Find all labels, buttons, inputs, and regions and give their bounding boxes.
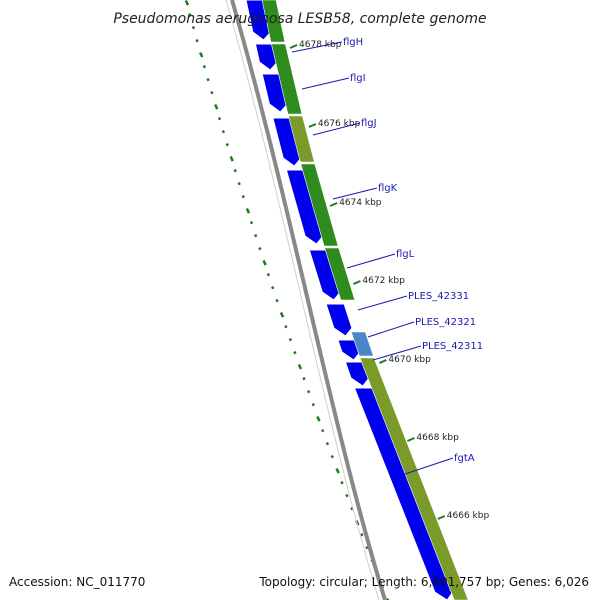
accession-text: Accession: NC_011770 <box>9 575 145 589</box>
gc-dot <box>225 143 229 147</box>
gc-dot <box>360 532 364 537</box>
gc-dot <box>188 12 192 17</box>
gc-dot <box>279 312 285 318</box>
gene-segment <box>359 357 469 600</box>
gene-segment <box>288 115 315 163</box>
gene-label-group: flgH flgI flgJ flgK flgL PLES_42331 PLES_42321… <box>291 37 483 475</box>
gc-dot <box>311 403 315 407</box>
gc-dot <box>229 156 234 162</box>
gc-dot <box>345 494 349 498</box>
gene-leader-line <box>372 345 422 361</box>
gc-dot <box>245 208 251 214</box>
gc-dot <box>262 260 267 266</box>
tick-mark <box>329 202 338 207</box>
gc-dot <box>233 169 237 173</box>
gene-leader-line <box>404 457 454 475</box>
gc-dot <box>325 442 330 446</box>
gc-dot <box>316 416 321 422</box>
cds-arrow <box>344 361 370 387</box>
gc-dot <box>199 52 204 58</box>
map-title: Pseudomonas aeruginosa LESB58, complete … <box>113 11 486 27</box>
cds-arrow <box>308 249 341 301</box>
gene-label: PLES_42311 <box>422 341 483 352</box>
gene-segment <box>300 163 339 247</box>
gene-segment <box>261 0 286 43</box>
backbone-line-inner <box>225 0 380 600</box>
tick-label: 4670 kbp <box>388 355 431 365</box>
gene-label: flgH <box>343 37 363 48</box>
gc-dot <box>321 428 325 433</box>
cds-track <box>245 0 454 600</box>
gc-dot <box>221 130 226 134</box>
gc-dot <box>271 286 275 290</box>
gc-dot <box>293 351 297 355</box>
tick-mark <box>308 123 317 128</box>
gene-segment <box>350 331 374 357</box>
gene-leader-line <box>357 295 408 311</box>
tick-label: 4668 kbp <box>416 433 459 443</box>
gc-dot <box>202 65 207 69</box>
gc-dot <box>184 0 190 6</box>
gene-label: flgL <box>396 249 415 260</box>
gene-leader-line <box>312 122 361 136</box>
gene-leader-line <box>367 321 415 338</box>
gc-dot <box>302 377 306 381</box>
gc-dot <box>306 390 311 394</box>
gene-label: PLES_42321 <box>415 317 476 328</box>
gene-label: flgI <box>350 73 366 84</box>
gc-dot <box>297 364 303 370</box>
gene-segment <box>324 247 356 301</box>
gene-leader-line <box>301 77 350 90</box>
cds-arrow <box>325 303 353 337</box>
gene-leader-line <box>332 187 378 200</box>
gene-leader-line <box>291 41 343 53</box>
tick-label: 4666 kbp <box>447 511 490 521</box>
gc-dot <box>275 299 279 303</box>
tick-label: 4674 kbp <box>339 198 382 208</box>
tick-mark <box>437 515 446 520</box>
gene-label: PLES_42331 <box>408 291 469 302</box>
gc-dot <box>214 103 219 110</box>
gc-dot <box>330 454 334 459</box>
gene-leader-line <box>346 253 396 269</box>
gc-dot <box>335 468 340 474</box>
cds-arrow <box>272 117 302 167</box>
gene-segment <box>271 43 303 115</box>
gc-dot <box>206 78 210 82</box>
gene-track <box>261 0 469 600</box>
gc-dot <box>241 195 245 199</box>
gc-dot <box>195 39 199 43</box>
tick-label: 4676 kbp <box>318 119 361 129</box>
gc-dot <box>258 247 262 251</box>
cds-arrow <box>254 43 278 71</box>
cds-arrow <box>285 169 324 245</box>
gc-dot <box>288 338 293 342</box>
gc-dot <box>210 90 214 95</box>
gc-dot <box>191 25 196 30</box>
gc-dot <box>217 116 222 121</box>
genome-summary-text: Topology: circular; Length: 6,601,757 bp… <box>258 575 589 589</box>
gc-dot <box>340 481 344 485</box>
cds-arrow <box>337 339 361 361</box>
gc-dot <box>237 182 241 186</box>
gc-dot <box>254 234 258 238</box>
tick-mark <box>379 359 387 364</box>
gc-dot <box>284 325 288 329</box>
tick-group: 4678 kbp 4676 kbp 4674 kbp 4672 kbp 4670 kbp… <box>289 40 490 521</box>
tick-mark <box>289 44 298 49</box>
tick-label: 4678 kbp <box>299 40 342 50</box>
gene-label: flgK <box>378 183 398 194</box>
backbone-line <box>230 0 387 600</box>
tick-mark <box>353 280 361 285</box>
cds-arrow <box>353 387 454 600</box>
tick-label: 4672 kbp <box>362 276 405 286</box>
gc-dot <box>249 221 254 225</box>
gene-label: fgtA <box>454 453 475 464</box>
gene-label: flgJ <box>361 118 377 129</box>
tick-mark <box>407 437 415 442</box>
gc-dot <box>266 273 271 277</box>
